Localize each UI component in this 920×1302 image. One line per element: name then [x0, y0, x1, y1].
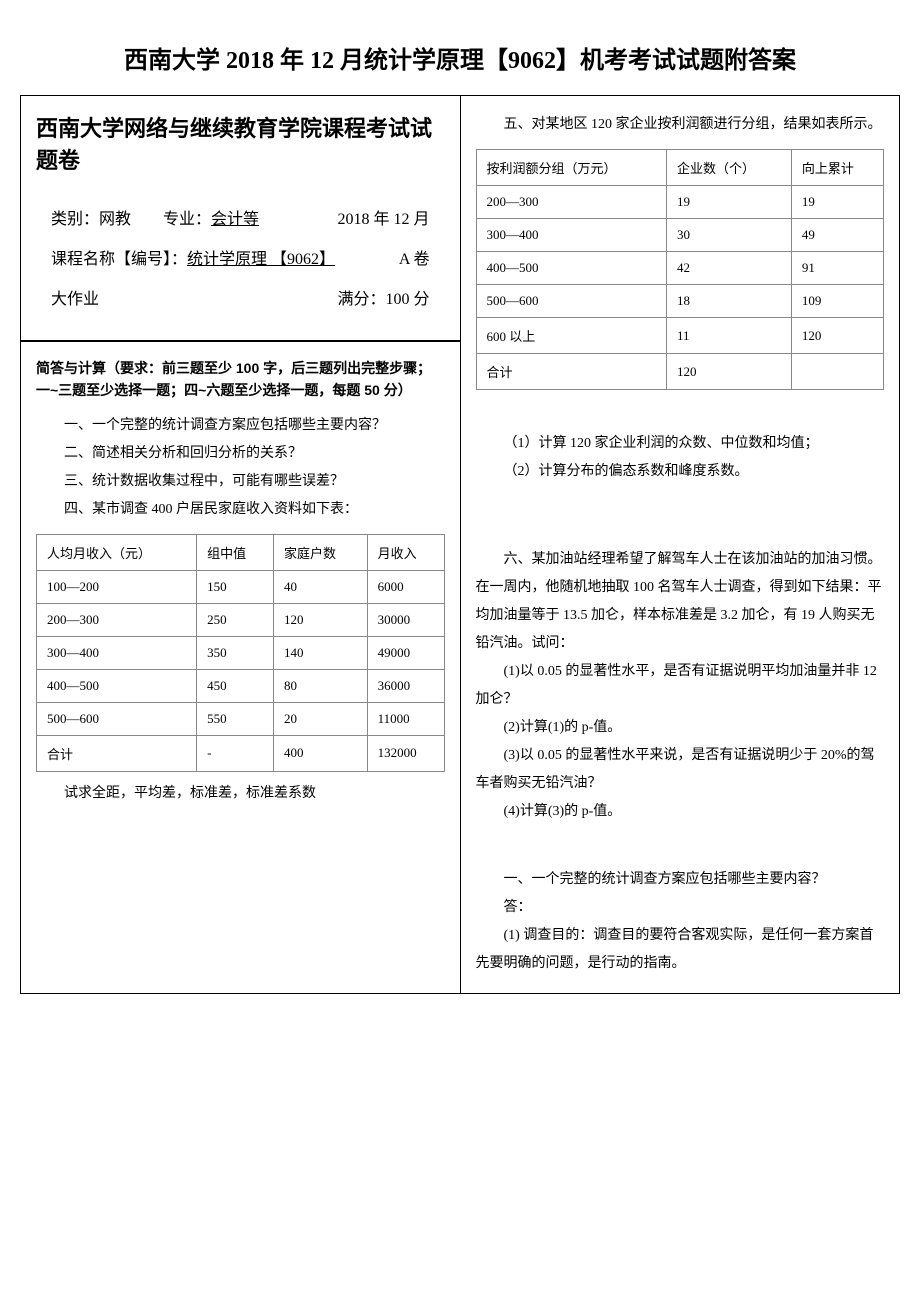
table-cell: 49 [791, 219, 883, 252]
table-row: 100—200150406000 [37, 570, 445, 603]
q5-sub1: （1）计算 120 家企业利润的众数、中位数和均值； [476, 430, 885, 458]
table-cell: 450 [197, 669, 274, 702]
full-mark: 满分：100 分 [337, 280, 429, 320]
q6-sub3: (3)以 0.05 的显著性水平来说，是否有证据说明少于 20%的驾车者购买无铅… [476, 742, 885, 798]
table-cell: 30000 [367, 603, 444, 636]
table-cell: 109 [791, 285, 883, 318]
table-4: 人均月收入（元） 组中值 家庭户数 月收入 100—20015040600020… [36, 534, 445, 772]
table-cell: 200—300 [476, 186, 666, 219]
q6-sub4: (4)计算(3)的 p-值。 [476, 798, 885, 826]
table-cell: 500—600 [476, 285, 666, 318]
table-4-h2: 家庭户数 [274, 534, 368, 570]
table-row: 500—6005502011000 [37, 702, 445, 735]
question-4-note: 试求全距，平均差，标准差，标准差系数 [36, 782, 445, 802]
table-cell: 400—500 [476, 252, 666, 285]
table-5-h0: 按利润额分组（万元） [476, 150, 666, 186]
right-column: 五、对某地区 120 家企业按利润额进行分组，结果如表所示。 按利润额分组（万元… [461, 96, 900, 993]
table-cell: 400 [274, 735, 368, 771]
table-cell: 11000 [367, 702, 444, 735]
table-row: 400—5004291 [476, 252, 884, 285]
table-row: 500—60018109 [476, 285, 884, 318]
table-cell: 550 [197, 702, 274, 735]
table-cell: 合计 [37, 735, 197, 771]
q6-sub2: (2)计算(1)的 p-值。 [476, 714, 885, 742]
answer-section: 一、一个完整的统计调查方案应包括哪些主要内容？ 答： (1) 调查目的：调查目的… [476, 866, 885, 978]
question-2: 二、简述相关分析和回归分析的关系？ [36, 440, 445, 468]
table-cell: - [197, 735, 274, 771]
answer-label: 答： [476, 894, 885, 922]
table-5: 按利润额分组（万元） 企业数（个） 向上累计 200—3001919300—40… [476, 149, 885, 390]
table-cell: 100—200 [37, 570, 197, 603]
table-row: 300—40035014049000 [37, 636, 445, 669]
table-5-h1: 企业数（个） [666, 150, 791, 186]
table-row: 200—3001919 [476, 186, 884, 219]
answer-q1-1: (1) 调查目的：调查目的要符合客观实际，是任何一套方案首先要明确的问题，是行动… [476, 922, 885, 978]
table-cell: 600 以上 [476, 318, 666, 354]
header-info: 类别：网教 专业：会计等 2018 年 12 月 课程名称【编号】：统计学原理 … [36, 195, 445, 325]
table-cell: 500—600 [37, 702, 197, 735]
table-cell: 49000 [367, 636, 444, 669]
instruction: 简答与计算（要求：前三题至少 100 字，后三题列出完整步骤；一~三题至少选择一… [36, 357, 445, 402]
table-cell: 30 [666, 219, 791, 252]
table-cell: 300—400 [476, 219, 666, 252]
table-cell: 18 [666, 285, 791, 318]
table-cell: 36000 [367, 669, 444, 702]
table-cell: 120 [791, 318, 883, 354]
table-cell: 6000 [367, 570, 444, 603]
answer-q1: 一、一个完整的统计调查方案应包括哪些主要内容？ [476, 866, 885, 894]
left-column: 西南大学网络与继续教育学院课程考试试题卷 类别：网教 专业：会计等 2018 年… [21, 96, 461, 993]
table-row: 合计120 [476, 354, 884, 390]
q6-sub1: (1)以 0.05 的显著性水平，是否有证据说明平均加油量并非 12 加仑？ [476, 658, 885, 714]
table-row: 合计-400132000 [37, 735, 445, 771]
main-title: 西南大学 2018 年 12 月统计学原理【9062】机考考试试题附答案 [20, 40, 900, 75]
table-row: 400—5004508036000 [37, 669, 445, 702]
table-cell: 140 [274, 636, 368, 669]
question-4-intro: 四、某市调查 400 户居民家庭收入资料如下表： [36, 496, 445, 524]
table-4-header-row: 人均月收入（元） 组中值 家庭户数 月收入 [37, 534, 445, 570]
content-wrapper: 西南大学网络与继续教育学院课程考试试题卷 类别：网教 专业：会计等 2018 年… [20, 95, 900, 994]
table-row: 600 以上11120 [476, 318, 884, 354]
table-cell: 250 [197, 603, 274, 636]
table-4-h0: 人均月收入（元） [37, 534, 197, 570]
header-title: 西南大学网络与继续教育学院课程考试试题卷 [36, 111, 445, 175]
table-cell: 19 [666, 186, 791, 219]
table-5-header-row: 按利润额分组（万元） 企业数（个） 向上累计 [476, 150, 884, 186]
table-cell: 42 [666, 252, 791, 285]
table-cell: 200—300 [37, 603, 197, 636]
table-4-h3: 月收入 [367, 534, 444, 570]
table-cell: 19 [791, 186, 883, 219]
table-cell: 80 [274, 669, 368, 702]
table-cell: 120 [274, 603, 368, 636]
table-cell: 300—400 [37, 636, 197, 669]
volume: A 卷 [399, 240, 430, 280]
table-cell: 40 [274, 570, 368, 603]
q5-sub2: （2）计算分布的偏态系数和峰度系数。 [476, 458, 885, 486]
question-3: 三、统计数据收集过程中，可能有哪些误差？ [36, 468, 445, 496]
table-row: 300—4003049 [476, 219, 884, 252]
table-cell: 150 [197, 570, 274, 603]
table-cell: 合计 [476, 354, 666, 390]
table-cell [791, 354, 883, 390]
table-cell: 11 [666, 318, 791, 354]
divider [21, 340, 460, 342]
table-cell: 132000 [367, 735, 444, 771]
info-row-2: 课程名称【编号】：统计学原理 【9062】 A 卷 [51, 240, 430, 280]
table-4-h1: 组中值 [197, 534, 274, 570]
table-row: 200—30025012030000 [37, 603, 445, 636]
info-row-1: 类别：网教 专业：会计等 2018 年 12 月 [51, 200, 430, 240]
table-5-h2: 向上累计 [791, 150, 883, 186]
course: 课程名称【编号】：统计学原理 【9062】 [51, 240, 335, 280]
table-cell: 120 [666, 354, 791, 390]
question-6-intro: 六、某加油站经理希望了解驾车人士在该加油站的加油习惯。在一周内，他随机地抽取 1… [476, 546, 885, 658]
table-cell: 91 [791, 252, 883, 285]
category: 类别：网教 专业：会计等 [51, 200, 259, 240]
info-row-3: 大作业 满分：100 分 [51, 280, 430, 320]
question-5-intro: 五、对某地区 120 家企业按利润额进行分组，结果如表所示。 [476, 111, 885, 139]
assignment: 大作业 [51, 280, 99, 320]
table-cell: 400—500 [37, 669, 197, 702]
date: 2018 年 12 月 [337, 200, 429, 240]
table-cell: 20 [274, 702, 368, 735]
table-cell: 350 [197, 636, 274, 669]
question-1: 一、一个完整的统计调查方案应包括哪些主要内容？ [36, 412, 445, 440]
